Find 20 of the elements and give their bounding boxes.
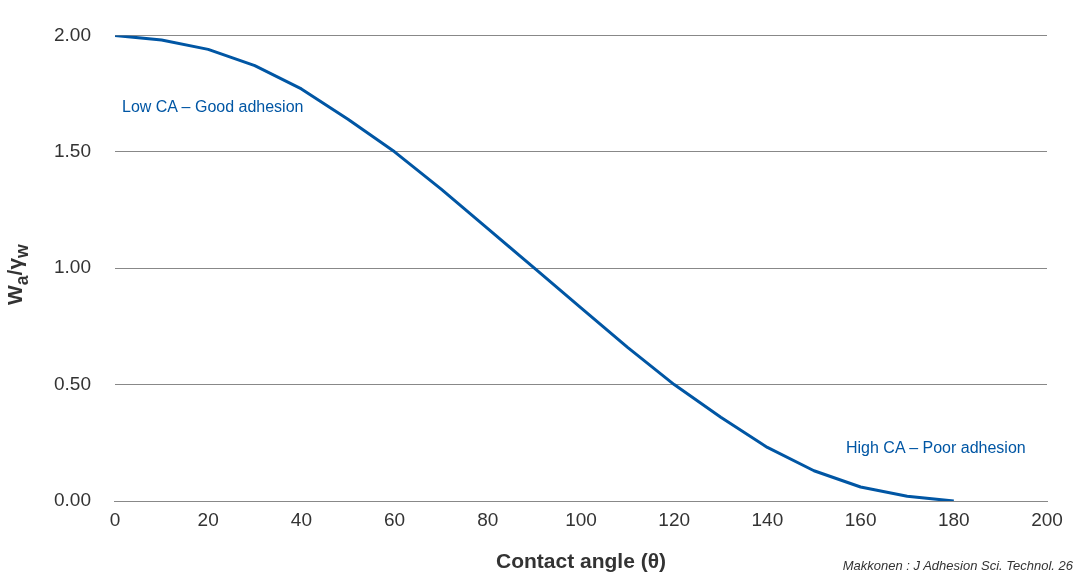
x-tick-label: 180 bbox=[937, 508, 970, 530]
y-tick-label: 1.00 bbox=[54, 256, 91, 278]
text: Makkonen : J Adhesion Sci. Technol. 26 bbox=[842, 558, 1073, 573]
x-tick-label: 100 bbox=[565, 508, 597, 530]
x-tick-label: 60 bbox=[384, 508, 406, 530]
x-tick-label: 160 bbox=[844, 508, 877, 530]
x-tick-label: 140 bbox=[751, 508, 784, 530]
x-tick-label: 0 bbox=[109, 508, 121, 530]
x-tick-label: 40 bbox=[290, 508, 312, 530]
x-tick-label: 80 bbox=[477, 508, 499, 530]
annotation: High CA – Poor adhesion bbox=[846, 439, 1026, 457]
y-tick-label: 0.00 bbox=[54, 489, 91, 511]
y-tick-label: 2.00 bbox=[54, 23, 91, 45]
x-axis-title: Contact angle (θ) bbox=[495, 549, 667, 573]
y-tick-label: 0.50 bbox=[54, 372, 91, 394]
x-tick-label: 20 bbox=[197, 508, 219, 530]
x-tick-label: 200 bbox=[1031, 508, 1063, 530]
x-tick-label: 120 bbox=[658, 508, 691, 530]
annotation: Low CA – Good adhesion bbox=[122, 98, 304, 116]
y-tick-label: 1.50 bbox=[54, 140, 91, 162]
